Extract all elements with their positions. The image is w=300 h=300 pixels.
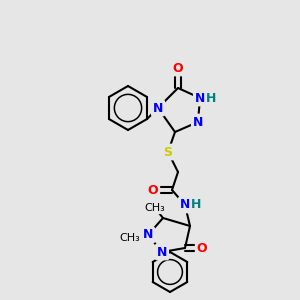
Text: N: N — [143, 229, 153, 242]
Text: H: H — [191, 199, 201, 212]
Text: CH₃: CH₃ — [120, 233, 140, 243]
Text: N: N — [180, 199, 190, 212]
Text: N: N — [157, 245, 167, 259]
Text: N: N — [195, 92, 205, 104]
Text: N: N — [153, 101, 163, 115]
Text: O: O — [173, 61, 183, 74]
Text: H: H — [206, 92, 216, 104]
Text: S: S — [164, 146, 172, 158]
Text: CH₃: CH₃ — [145, 203, 165, 213]
Text: O: O — [197, 242, 207, 254]
Text: O: O — [148, 184, 158, 196]
Text: N: N — [193, 116, 203, 128]
